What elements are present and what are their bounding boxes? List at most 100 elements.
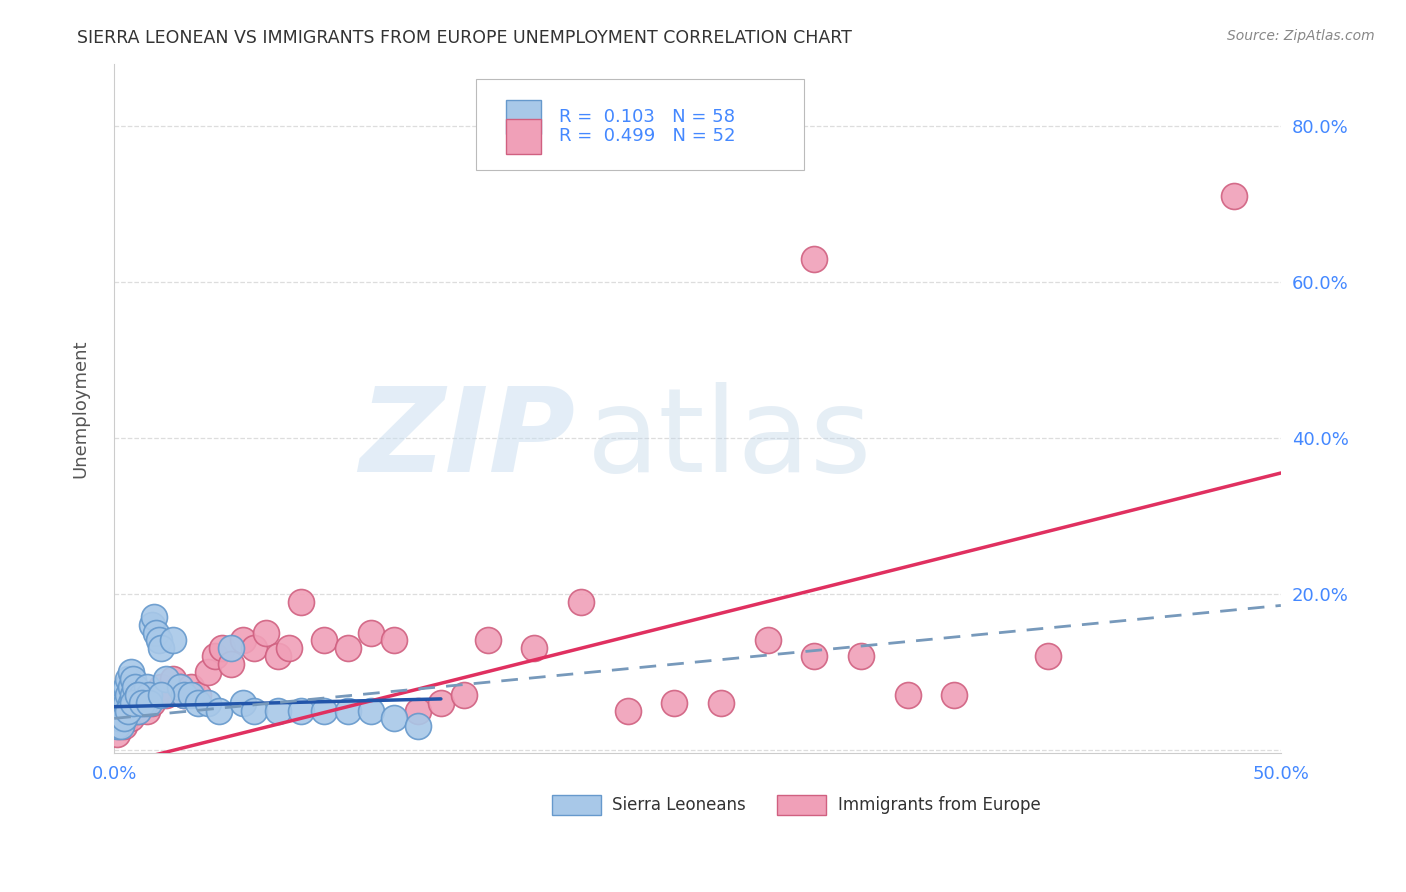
Point bbox=[120, 680, 142, 694]
Text: Sierra Leoneans: Sierra Leoneans bbox=[613, 797, 747, 814]
Point bbox=[162, 633, 184, 648]
Point bbox=[243, 641, 266, 656]
Point bbox=[120, 711, 142, 725]
Point bbox=[115, 711, 138, 725]
Point bbox=[135, 704, 157, 718]
Point bbox=[254, 625, 277, 640]
Point bbox=[110, 688, 132, 702]
Point bbox=[122, 704, 145, 718]
Point bbox=[155, 688, 177, 702]
Point bbox=[117, 704, 139, 718]
Bar bbox=[506, 120, 541, 153]
Point bbox=[117, 704, 139, 718]
Text: SIERRA LEONEAN VS IMMIGRANTS FROM EUROPE UNEMPLOYMENT CORRELATION CHART: SIERRA LEONEAN VS IMMIGRANTS FROM EUROPE… bbox=[77, 29, 852, 46]
Point bbox=[336, 641, 359, 656]
Point bbox=[453, 688, 475, 702]
Point bbox=[115, 680, 138, 694]
Point bbox=[138, 696, 160, 710]
Point bbox=[124, 680, 146, 694]
Point bbox=[278, 641, 301, 656]
Point bbox=[145, 625, 167, 640]
Point bbox=[120, 665, 142, 679]
Point bbox=[110, 704, 132, 718]
Point bbox=[138, 688, 160, 702]
Point bbox=[523, 641, 546, 656]
Point bbox=[110, 711, 132, 725]
Point bbox=[569, 594, 592, 608]
Point bbox=[117, 688, 139, 702]
Point bbox=[110, 719, 132, 733]
Point bbox=[896, 688, 918, 702]
Point bbox=[406, 704, 429, 718]
Point bbox=[336, 704, 359, 718]
Point bbox=[142, 610, 165, 624]
Point bbox=[756, 633, 779, 648]
Point bbox=[477, 633, 499, 648]
Point bbox=[105, 719, 128, 733]
Point bbox=[664, 696, 686, 710]
Point bbox=[131, 696, 153, 710]
Point bbox=[1223, 189, 1246, 203]
Point bbox=[122, 688, 145, 702]
Point bbox=[616, 704, 638, 718]
Text: Source: ZipAtlas.com: Source: ZipAtlas.com bbox=[1227, 29, 1375, 43]
Point bbox=[243, 704, 266, 718]
Point bbox=[382, 711, 405, 725]
Point bbox=[173, 688, 195, 702]
Point bbox=[360, 704, 382, 718]
Point bbox=[1036, 648, 1059, 663]
Point bbox=[115, 704, 138, 718]
Point bbox=[127, 704, 149, 718]
Point bbox=[211, 641, 233, 656]
FancyBboxPatch shape bbox=[475, 79, 804, 169]
Text: ZIP: ZIP bbox=[359, 383, 575, 497]
Point bbox=[169, 680, 191, 694]
Point bbox=[406, 719, 429, 733]
Point bbox=[266, 648, 288, 663]
Point bbox=[112, 719, 135, 733]
Point bbox=[112, 696, 135, 710]
Point bbox=[120, 696, 142, 710]
Point bbox=[208, 704, 231, 718]
Point bbox=[122, 696, 145, 710]
Point bbox=[197, 696, 219, 710]
Point bbox=[148, 633, 170, 648]
Bar bbox=[506, 100, 541, 135]
Point bbox=[197, 665, 219, 679]
Point bbox=[117, 673, 139, 687]
Point bbox=[314, 633, 336, 648]
Point bbox=[232, 633, 254, 648]
Point bbox=[803, 252, 825, 266]
Point bbox=[173, 688, 195, 702]
Point bbox=[131, 696, 153, 710]
Point bbox=[943, 688, 966, 702]
Point bbox=[219, 641, 242, 656]
Text: R =  0.499   N = 52: R = 0.499 N = 52 bbox=[558, 128, 735, 145]
Text: Immigrants from Europe: Immigrants from Europe bbox=[838, 797, 1040, 814]
Point bbox=[108, 719, 131, 733]
Point bbox=[710, 696, 733, 710]
Point bbox=[430, 696, 453, 710]
Text: atlas: atlas bbox=[586, 383, 872, 497]
Point bbox=[382, 633, 405, 648]
Point bbox=[180, 688, 202, 702]
Point bbox=[266, 704, 288, 718]
Point bbox=[314, 704, 336, 718]
Bar bbox=[778, 796, 825, 814]
Point bbox=[112, 711, 135, 725]
Y-axis label: Unemployment: Unemployment bbox=[72, 340, 89, 478]
Point bbox=[145, 688, 167, 702]
Point bbox=[290, 594, 312, 608]
Point bbox=[290, 704, 312, 718]
Bar bbox=[551, 796, 600, 814]
Point bbox=[127, 704, 149, 718]
Point bbox=[105, 727, 128, 741]
Point bbox=[162, 673, 184, 687]
Point bbox=[134, 696, 156, 710]
Point bbox=[112, 711, 135, 725]
Point bbox=[124, 696, 146, 710]
Point bbox=[219, 657, 242, 671]
Point bbox=[124, 696, 146, 710]
Point bbox=[169, 680, 191, 694]
Point bbox=[232, 696, 254, 710]
